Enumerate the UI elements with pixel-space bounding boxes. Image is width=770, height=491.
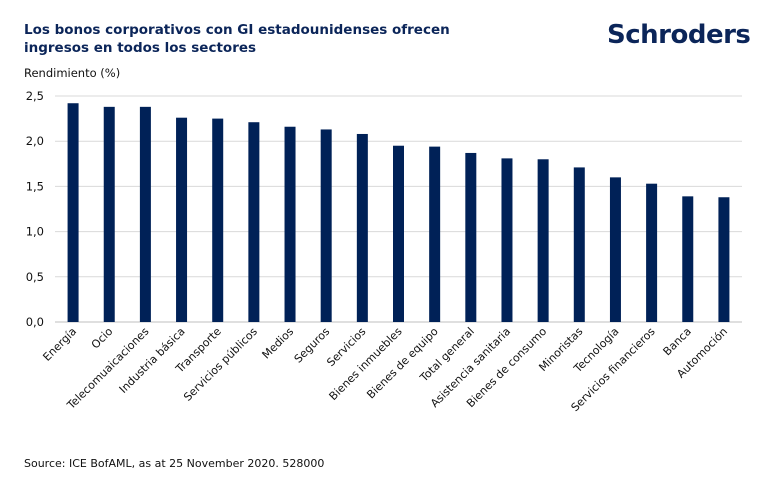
- bar: [67, 103, 79, 323]
- y-tick-label: 0,5: [26, 270, 44, 284]
- bar: [682, 196, 694, 322]
- schroders-logo: Schroders: [607, 20, 751, 50]
- chart-title: Los bonos corporativos con GI estadounid…: [24, 22, 450, 56]
- bar: [646, 183, 658, 322]
- bar: [284, 126, 296, 323]
- y-tick-label: 1,0: [26, 225, 44, 239]
- bar: [103, 106, 115, 323]
- y-tick-label: 0,0: [26, 315, 44, 329]
- bar: [537, 159, 549, 322]
- x-tick-label: Industria básica: [117, 325, 188, 396]
- bar: [393, 145, 404, 322]
- y-tick-label: 2,5: [26, 89, 44, 103]
- y-tick-label: 2,0: [26, 134, 44, 148]
- bar: [248, 122, 260, 322]
- bar: [356, 133, 368, 322]
- bar: [320, 129, 332, 322]
- x-tick-label: Energía: [40, 325, 79, 364]
- x-tick-label: Banca: [661, 325, 694, 358]
- bar: [176, 117, 188, 322]
- y-tick-label: 1,5: [26, 179, 44, 193]
- bar: [139, 106, 151, 323]
- bar: [718, 197, 730, 322]
- bar: [465, 152, 477, 322]
- bar: [429, 146, 441, 322]
- bar: [212, 118, 224, 322]
- y-axis-label: Rendimiento (%): [24, 66, 121, 80]
- bar: [573, 167, 585, 322]
- bar: [609, 177, 621, 322]
- x-tick-label: Ocio: [89, 325, 116, 352]
- bar: [501, 158, 513, 322]
- source-note: Source: ICE BofAML, as at 25 November 20…: [24, 457, 325, 470]
